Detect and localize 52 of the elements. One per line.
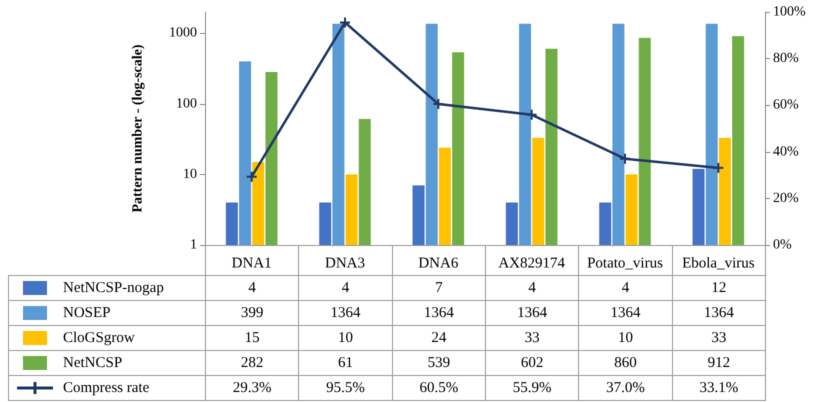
data-label: 7 [392,275,486,301]
data-label: 282 [205,350,300,376]
x-tick-label: DNA6 [418,256,459,272]
x-tick-label: Potato_virus [587,256,664,272]
y2-tick-label: 20% [773,190,799,206]
data-label: 37.0% [578,375,673,401]
data-label: 1364 [298,300,393,326]
data-label: 60.5% [392,375,486,401]
y2-tick-label: 0% [773,238,792,252]
data-label: 29.3% [205,375,300,401]
legend-label: NOSEP [63,304,111,322]
data-label: 95.5% [298,375,393,401]
data-label: 539 [392,350,486,376]
data-label: 55.9% [485,375,580,401]
data-label: 33.1% [672,375,766,401]
data-label: 61 [298,350,393,376]
y-tick-label: 1000 [169,26,197,41]
data-label: 4 [578,275,673,301]
y2-tick-label: 60% [773,98,799,113]
data-label: 1364 [485,300,580,326]
data-label: 10 [578,325,673,351]
y-axis-title: Pattern number - (log-scale) [130,44,146,213]
data-label: 24 [392,325,486,351]
legend-label: Compress rate [63,380,150,396]
data-label: 33 [672,325,766,351]
x-tick-label: DNA3 [325,256,365,272]
data-label: 33 [485,325,580,351]
y-tick-label: 1 [190,238,197,252]
data-label: 1364 [392,300,486,326]
data-label: 399 [205,300,300,326]
data-label: 4 [205,275,300,301]
y-tick-label: 100 [176,96,197,112]
y2-tick-label: 40% [773,144,799,160]
data-label: 15 [205,325,300,351]
data-label: 860 [578,350,673,376]
y2-tick-label: 100% [773,4,806,20]
x-tick-label: DNA1 [232,256,272,272]
x-tick-label: AX829174 [498,256,566,272]
data-label: 1364 [672,300,766,326]
data-label: 912 [672,350,766,376]
y-tick-label: 10 [183,166,197,182]
data-label: 4 [485,275,580,301]
x-tick-label: Ebola_virus [682,256,755,272]
data-label: 12 [672,275,766,301]
data-label: 4 [298,275,393,301]
legend-label: NetNCSP [63,354,122,372]
data-label: 602 [485,350,580,376]
legend-label: NetNCSP-nogap [63,280,164,296]
legend-label: CloGSgrow [63,330,135,346]
data-label: 1364 [578,300,673,326]
data-label: 10 [298,325,393,351]
y2-tick-label: 80% [773,51,799,66]
